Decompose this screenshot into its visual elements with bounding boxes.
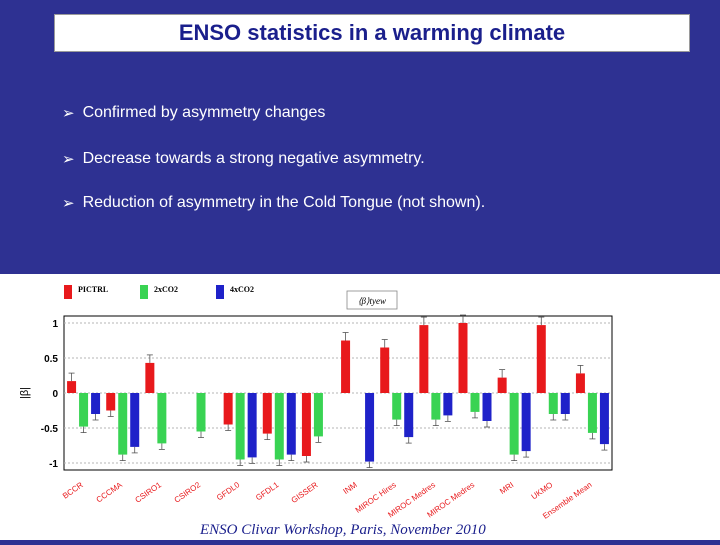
bullet-text: Decrease towards a strong negative asymm… [82, 150, 425, 167]
bar-4xco2 [247, 393, 257, 458]
y-tick-label: 0.5 [44, 354, 58, 365]
arrow-bullet-icon: ➢ [62, 105, 75, 122]
bar-4xco2 [560, 393, 570, 414]
legend-swatch [64, 285, 72, 299]
y-axis-label: |β| [19, 387, 31, 399]
slide-title: ENSO statistics in a warming climate [178, 20, 566, 45]
bar-pictrl [67, 381, 77, 393]
x-category-label: CCCMA [95, 480, 125, 505]
x-category-label: GISSER [290, 480, 320, 505]
bar-pictrl [223, 393, 233, 425]
bar-4xco2 [404, 393, 414, 438]
y-tick-label: -1 [49, 459, 58, 470]
slide-title-box: ENSO statistics in a warming climate [54, 14, 690, 52]
bullet-item: ➢ Confirmed by asymmetry changes [62, 104, 325, 122]
bar-2xco2 [235, 393, 245, 460]
y-tick-label: 0 [52, 389, 58, 400]
bullet-item: ➢ Reduction of asymmetry in the Cold Ton… [62, 194, 485, 212]
bar-pictrl [575, 373, 585, 393]
bar-4xco2 [365, 393, 375, 462]
bar-2xco2 [313, 393, 323, 437]
bar-pictrl [419, 325, 429, 393]
bar-pictrl [301, 393, 311, 456]
chart-panel: -1 -0.5 0 0.5 1 |β| ⟨β⟩tyew PICTRL 2xCO2 4xCO2 BCC… [0, 274, 720, 540]
bar-2xco2 [274, 393, 284, 460]
bar-pictrl [380, 347, 390, 393]
bar-2xco2 [509, 393, 519, 455]
bullet-item: ➢ Decrease towards a strong negative asy… [62, 150, 425, 168]
bar-2xco2 [79, 393, 89, 427]
asymmetry-bar-chart: -1 -0.5 0 0.5 1 |β| ⟨β⟩tyew PICTRL 2xCO2 4xCO2 BCC… [19, 285, 613, 521]
bar-4xco2 [443, 393, 453, 416]
bar-pictrl [536, 325, 546, 393]
bar-4xco2 [482, 393, 492, 421]
arrow-bullet-icon: ➢ [62, 151, 75, 168]
bar-4xco2 [599, 393, 609, 445]
footer-text: ENSO Clivar Workshop, Paris, November 20… [200, 522, 486, 538]
bullet-text: Reduction of asymmetry in the Cold Tongu… [82, 194, 486, 211]
bar-2xco2 [470, 393, 480, 412]
bar-2xco2 [431, 393, 441, 420]
x-category-label: BCCR [61, 480, 85, 501]
x-category-label: UKMO [530, 480, 555, 501]
bar-pictrl [145, 362, 155, 393]
bar-pictrl [458, 323, 468, 393]
bar-2xco2 [118, 393, 128, 455]
legend-label: 2xCO2 [154, 285, 178, 294]
x-category-label: CSIRO2 [173, 480, 203, 505]
bar-pictrl [106, 393, 116, 411]
bar-4xco2 [286, 393, 296, 455]
bar-4xco2 [91, 393, 101, 414]
y-tick-label: -0.5 [41, 424, 59, 435]
x-category-label: GFDL0 [215, 480, 242, 502]
x-category-label: MRI [498, 480, 515, 496]
x-category-label: CSIRO1 [133, 480, 163, 505]
bar-2xco2 [196, 393, 206, 432]
legend-label: 4xCO2 [230, 285, 254, 294]
bar-4xco2 [130, 393, 140, 447]
x-category-label: GFDL1 [254, 480, 281, 502]
legend-swatch [140, 285, 148, 299]
bar-2xco2 [157, 393, 167, 444]
bar-pictrl [497, 377, 507, 393]
bar-2xco2 [587, 393, 597, 433]
legend-swatch [216, 285, 224, 299]
chart-title: ⟨β⟩tyew [358, 296, 386, 306]
y-tick-label: 1 [52, 319, 58, 330]
bullet-text: Confirmed by asymmetry changes [82, 104, 326, 121]
bar-pictrl [262, 393, 272, 434]
bar-2xco2 [548, 393, 558, 414]
legend-label: PICTRL [78, 285, 108, 294]
bar-2xco2 [392, 393, 402, 420]
bar-4xco2 [521, 393, 531, 452]
arrow-bullet-icon: ➢ [62, 195, 75, 212]
x-category-label: INM [342, 480, 359, 496]
bar-pictrl [341, 340, 351, 393]
chart-title-box [346, 290, 398, 310]
